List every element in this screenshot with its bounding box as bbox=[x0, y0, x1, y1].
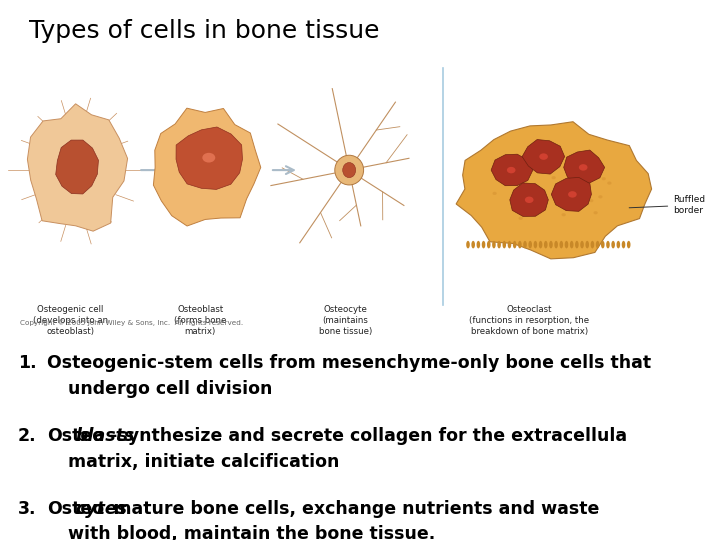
Polygon shape bbox=[510, 183, 549, 217]
Ellipse shape bbox=[539, 241, 542, 248]
Ellipse shape bbox=[607, 181, 611, 185]
Ellipse shape bbox=[467, 241, 470, 248]
Polygon shape bbox=[491, 154, 533, 186]
Polygon shape bbox=[552, 178, 591, 211]
Ellipse shape bbox=[539, 153, 548, 160]
Text: Ruffled
border: Ruffled border bbox=[629, 195, 706, 215]
Text: Osteocyte
(maintains
bone tissue): Osteocyte (maintains bone tissue) bbox=[319, 305, 372, 336]
Ellipse shape bbox=[596, 241, 599, 248]
Ellipse shape bbox=[585, 241, 589, 248]
Ellipse shape bbox=[606, 241, 610, 248]
Text: matrix, initiate calcification: matrix, initiate calcification bbox=[68, 453, 340, 470]
Ellipse shape bbox=[580, 177, 584, 180]
Ellipse shape bbox=[564, 188, 569, 191]
Ellipse shape bbox=[541, 164, 546, 167]
Ellipse shape bbox=[507, 167, 516, 173]
Text: Osteogenic-stem cells from mesenchyme-only bone cells that: Osteogenic-stem cells from mesenchyme-on… bbox=[47, 354, 651, 372]
Text: undergo cell division: undergo cell division bbox=[68, 380, 273, 397]
Polygon shape bbox=[27, 104, 127, 231]
Ellipse shape bbox=[508, 241, 511, 248]
Ellipse shape bbox=[519, 178, 523, 181]
Ellipse shape bbox=[568, 191, 577, 198]
Ellipse shape bbox=[562, 213, 566, 217]
Ellipse shape bbox=[514, 188, 518, 191]
Text: Osteo: Osteo bbox=[47, 500, 104, 517]
Ellipse shape bbox=[580, 241, 584, 248]
Ellipse shape bbox=[544, 241, 547, 248]
Ellipse shape bbox=[579, 157, 583, 160]
Polygon shape bbox=[456, 122, 652, 259]
Ellipse shape bbox=[564, 241, 568, 248]
Text: Types of cells in bone tissue: Types of cells in bone tissue bbox=[29, 19, 379, 43]
Ellipse shape bbox=[598, 195, 603, 199]
Polygon shape bbox=[55, 140, 99, 194]
Ellipse shape bbox=[627, 241, 631, 248]
Ellipse shape bbox=[577, 207, 581, 210]
Text: Osteoclast
(functions in resorption, the
breakdown of bone matrix): Osteoclast (functions in resorption, the… bbox=[469, 305, 589, 336]
Text: Copyright © 2005 John Wiley & Sons, Inc.  All rights reserved.: Copyright © 2005 John Wiley & Sons, Inc.… bbox=[20, 320, 243, 326]
Ellipse shape bbox=[528, 241, 532, 248]
Ellipse shape bbox=[472, 241, 475, 248]
Ellipse shape bbox=[482, 241, 485, 248]
Ellipse shape bbox=[622, 241, 625, 248]
Ellipse shape bbox=[343, 163, 356, 178]
Ellipse shape bbox=[477, 241, 480, 248]
Ellipse shape bbox=[570, 205, 575, 208]
Ellipse shape bbox=[601, 241, 605, 248]
Ellipse shape bbox=[492, 241, 496, 248]
Ellipse shape bbox=[525, 197, 534, 203]
Ellipse shape bbox=[593, 211, 598, 214]
Ellipse shape bbox=[601, 177, 606, 180]
Ellipse shape bbox=[503, 241, 506, 248]
Text: -synthesize and secrete collagen for the extracellula: -synthesize and secrete collagen for the… bbox=[110, 427, 627, 444]
Ellipse shape bbox=[589, 199, 593, 202]
Ellipse shape bbox=[554, 241, 558, 248]
Ellipse shape bbox=[611, 241, 615, 248]
Ellipse shape bbox=[570, 241, 574, 248]
Ellipse shape bbox=[202, 153, 215, 163]
Ellipse shape bbox=[518, 241, 521, 248]
Text: with blood, maintain the bone tissue.: with blood, maintain the bone tissue. bbox=[68, 525, 436, 540]
Ellipse shape bbox=[575, 241, 579, 248]
Polygon shape bbox=[564, 150, 605, 184]
Text: Osteo: Osteo bbox=[47, 427, 104, 444]
Text: cytes: cytes bbox=[76, 500, 127, 517]
Ellipse shape bbox=[518, 217, 523, 220]
Polygon shape bbox=[522, 139, 564, 174]
Ellipse shape bbox=[590, 241, 594, 248]
Ellipse shape bbox=[513, 241, 516, 248]
Ellipse shape bbox=[335, 155, 364, 185]
Ellipse shape bbox=[511, 203, 516, 206]
Ellipse shape bbox=[579, 164, 588, 171]
Ellipse shape bbox=[552, 176, 556, 179]
Ellipse shape bbox=[559, 189, 563, 192]
Text: 1.: 1. bbox=[18, 354, 37, 372]
Ellipse shape bbox=[521, 187, 525, 191]
Ellipse shape bbox=[549, 241, 553, 248]
Ellipse shape bbox=[492, 192, 497, 195]
Ellipse shape bbox=[498, 241, 501, 248]
Ellipse shape bbox=[487, 241, 490, 248]
Text: Osteogenic cell
(develops into an
osteoblast): Osteogenic cell (develops into an osteob… bbox=[33, 305, 108, 336]
Polygon shape bbox=[176, 127, 243, 190]
Text: Osteoblast
(forms bone
matrix): Osteoblast (forms bone matrix) bbox=[174, 305, 226, 336]
Text: -mature bone cells, exchange nutrients and waste: -mature bone cells, exchange nutrients a… bbox=[106, 500, 599, 517]
Ellipse shape bbox=[526, 196, 530, 199]
Text: 2.: 2. bbox=[18, 427, 37, 444]
Text: blasts: blasts bbox=[76, 427, 135, 444]
Ellipse shape bbox=[559, 241, 563, 248]
Polygon shape bbox=[153, 108, 261, 226]
Ellipse shape bbox=[523, 241, 527, 248]
Ellipse shape bbox=[616, 241, 620, 248]
Ellipse shape bbox=[495, 175, 500, 178]
Text: 3.: 3. bbox=[18, 500, 37, 517]
Ellipse shape bbox=[547, 159, 552, 162]
Ellipse shape bbox=[534, 241, 537, 248]
